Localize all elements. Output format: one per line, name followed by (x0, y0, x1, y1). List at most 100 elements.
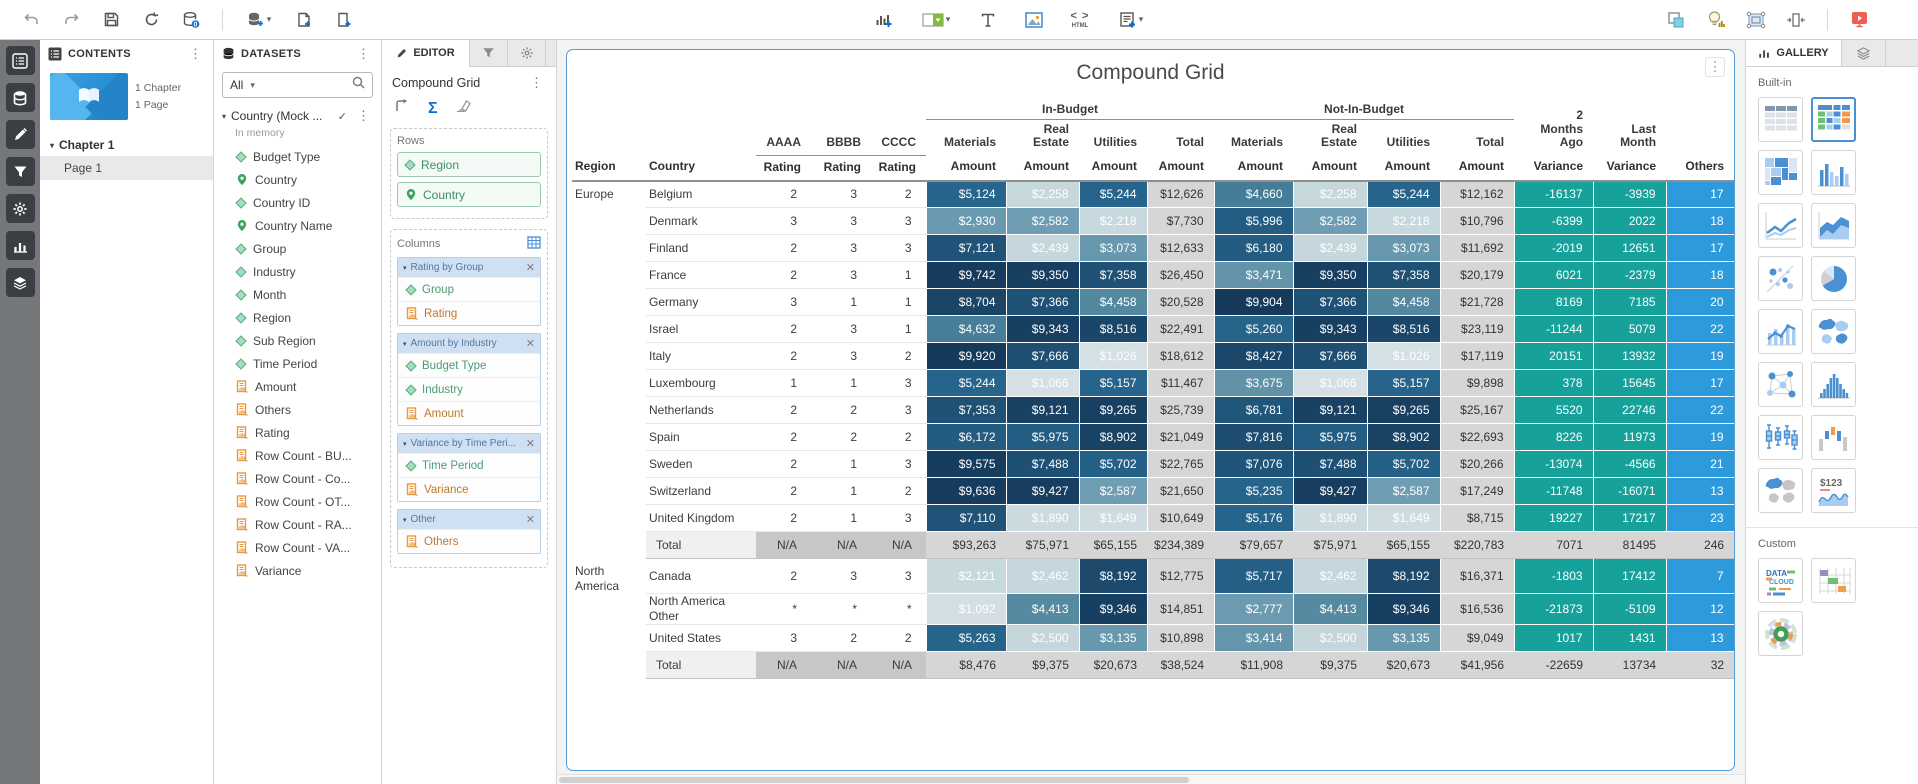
dataset-field-row-count-va-[interactable]: Row Count - VA... (214, 536, 381, 559)
close-icon[interactable]: ✕ (525, 338, 535, 350)
dataset-field-country-name[interactable]: Country Name (214, 214, 381, 237)
gallery-tile-data-cloud[interactable]: DATA CLOUD (1758, 558, 1803, 603)
canvas-horizontal-scrollbar[interactable] (557, 774, 1745, 784)
tab-layers[interactable] (1842, 40, 1886, 66)
close-icon[interactable]: ✕ (525, 262, 535, 274)
rail-chart-button[interactable] (5, 231, 35, 260)
group-field-group[interactable]: Group (398, 277, 540, 301)
gallery-tile-geo-map[interactable] (1811, 309, 1856, 354)
dataset-field-country-id[interactable]: Country ID (214, 191, 381, 214)
close-icon[interactable]: ✕ (525, 438, 535, 450)
table-row-north-america-other[interactable]: North America Other * * * $1,092 $4,413 $9,346… (572, 593, 1734, 626)
column-header[interactable]: Total (1176, 135, 1204, 150)
dataset-filter-select[interactable]: All (230, 78, 244, 92)
column-header[interactable]: Real Estate (1320, 121, 1357, 150)
gallery-tile-gantt[interactable] (1811, 558, 1856, 603)
widget-menu-button[interactable]: ⋮ (1705, 57, 1725, 77)
sum-button[interactable]: Σ (428, 99, 438, 117)
group-field-industry[interactable]: Industry (398, 377, 540, 401)
column-group-header[interactable]: ▾ Rating by Group ✕ (398, 258, 540, 277)
table-row-canada[interactable]: North America Canada 2 3 3 $2,121 $2,462 $8,192… (572, 558, 1734, 595)
editor-widget-menu-button[interactable]: ⋮ (530, 75, 543, 90)
add-page-button[interactable] (329, 6, 359, 34)
gallery-tile-treemap[interactable] (1758, 150, 1803, 195)
add-form-button[interactable]: ▾ (1111, 6, 1151, 34)
add-datasource-button[interactable]: ▾ (239, 6, 279, 34)
column-subheader[interactable]: Amount (1367, 155, 1440, 182)
table-row-denmark[interactable]: Denmark 3 3 3 $2,930 $2,582 $2,218 $7,730 $5,996… (572, 207, 1734, 236)
redo-button[interactable] (56, 6, 86, 34)
table-row-germany[interactable]: Germany 3 1 1 $8,704 $7,366 $4,458 $20,528 $9,90… (572, 288, 1734, 317)
column-subheader[interactable]: Amount (926, 155, 1006, 182)
compound-grid-widget[interactable]: ⋮ Compound Grid In-Budget Not-In-Budget 2 … (566, 49, 1735, 771)
column-subheader[interactable]: Amount (1006, 155, 1079, 182)
dataset-field-others[interactable]: Others (214, 398, 381, 421)
save-button[interactable] (96, 6, 126, 34)
group-field-budget-type[interactable]: Budget Type (398, 353, 540, 377)
tab-widget-settings[interactable] (508, 40, 546, 66)
tab-gallery[interactable]: GALLERY (1746, 40, 1842, 66)
table-row-finland[interactable]: Finland 2 3 3 $7,121 $2,439 $3,073 $12,633 $6,18… (572, 234, 1734, 263)
data-refresh-status-icon[interactable]: 0 (176, 6, 206, 34)
total-row[interactable]: Total N/A N/A N/A $8,476 $9,375 $20,673 $38,524… (572, 651, 1734, 680)
table-row-united-kingdom[interactable]: United Kingdom 2 1 3 $7,110 $1,890 $1,649 $10,6… (572, 504, 1734, 533)
dataset-root-item[interactable]: ▾ Country (Mock ... ✓ ⋮ (214, 106, 381, 126)
column-subheader[interactable]: Variance (1593, 155, 1667, 182)
column-header[interactable]: Utilities (1093, 135, 1137, 150)
gallery-tile-pie-chart[interactable] (1811, 256, 1856, 301)
dataset-search-box[interactable]: All ▾ (222, 72, 373, 98)
column-subheader[interactable]: Amount (1147, 155, 1214, 182)
gallery-tile-area-chart[interactable] (1811, 203, 1856, 248)
duplicate-page-button[interactable] (289, 6, 319, 34)
column-subheader[interactable]: Amount (1214, 155, 1293, 182)
add-dropdown-control-button[interactable]: ▾ (915, 6, 957, 34)
dataset-field-region[interactable]: Region (214, 306, 381, 329)
row-chip-region[interactable]: Region (397, 152, 541, 177)
gallery-tile-kpi[interactable]: $123 (1811, 468, 1856, 513)
rail-layers-button[interactable] (5, 268, 35, 297)
format-painter-button[interactable] (455, 99, 472, 118)
copy-widget-button[interactable] (1661, 6, 1691, 34)
dataset-field-row-count-ra-[interactable]: Row Count - RA... (214, 513, 381, 536)
gallery-tile-compound-grid[interactable] (1811, 97, 1856, 142)
dataset-field-rating[interactable]: Rating (214, 421, 381, 444)
dataset-field-sub-region[interactable]: Sub Region (214, 329, 381, 352)
column-subheader[interactable]: Amount (1440, 155, 1515, 182)
gallery-tile-box-plot[interactable] (1758, 415, 1803, 460)
add-text-button[interactable] (973, 6, 1003, 34)
grid-layout-button[interactable] (527, 236, 541, 252)
datasets-menu-button[interactable]: ⋮ (357, 45, 370, 61)
dataset-field-row-count-co-[interactable]: Row Count - Co... (214, 467, 381, 490)
column-subheader[interactable]: Region (572, 155, 646, 182)
table-row-netherlands[interactable]: Netherlands 2 2 3 $7,353 $9,121 $9,265 $25,739 $… (572, 396, 1734, 425)
page-canvas[interactable]: ⋮ Compound Grid In-Budget Not-In-Budget 2 … (557, 40, 1745, 784)
compound-grid-table[interactable]: In-Budget Not-In-Budget 2 Months Ago Last M… (572, 97, 1734, 680)
swap-axes-button[interactable] (394, 99, 410, 118)
table-row-sweden[interactable]: Sweden 2 1 3 $9,575 $7,488 $5,702 $22,765 $7,076… (572, 450, 1734, 479)
refresh-button[interactable] (136, 6, 166, 34)
page-item-selected[interactable]: Page 1 (40, 156, 213, 180)
search-icon[interactable] (352, 76, 365, 94)
dataset-menu-button[interactable]: ⋮ (357, 108, 370, 123)
column-header[interactable]: 2 Months Ago (1540, 107, 1584, 150)
gallery-tile-histogram[interactable] (1811, 362, 1856, 407)
dataset-field-budget-type[interactable]: Budget Type (214, 145, 381, 168)
dataset-field-group[interactable]: Group (214, 237, 381, 260)
group-field-others[interactable]: Others (398, 529, 540, 553)
column-subheader[interactable]: Amount (1079, 155, 1147, 182)
column-subheader[interactable]: Rating (811, 155, 871, 182)
column-header[interactable]: Last Month (1620, 121, 1657, 150)
table-row-spain[interactable]: Spain 2 2 2 $6,172 $5,975 $8,902 $21,049 $7,816 $… (572, 423, 1734, 452)
dataset-field-variance[interactable]: Variance (214, 559, 381, 582)
column-group-header[interactable]: ▾ Variance by Time Peri... ✕ (398, 434, 540, 453)
tab-filter[interactable] (470, 40, 508, 66)
column-group-header[interactable]: ▾ Amount by Industry ✕ (398, 334, 540, 353)
dataset-field-row-count-bu-[interactable]: Row Count - BU... (214, 444, 381, 467)
dataset-field-industry[interactable]: Industry (214, 260, 381, 283)
column-header[interactable]: Materials (943, 135, 996, 150)
group-field-time-period[interactable]: Time Period (398, 453, 540, 477)
smart-insights-button[interactable] (1701, 6, 1731, 34)
add-chart-button[interactable] (869, 6, 899, 34)
table-row-belgium[interactable]: Europe Belgium 2 3 2 $5,124 $2,258 $5,244 $12,62… (572, 180, 1734, 209)
present-button[interactable] (1844, 6, 1874, 34)
